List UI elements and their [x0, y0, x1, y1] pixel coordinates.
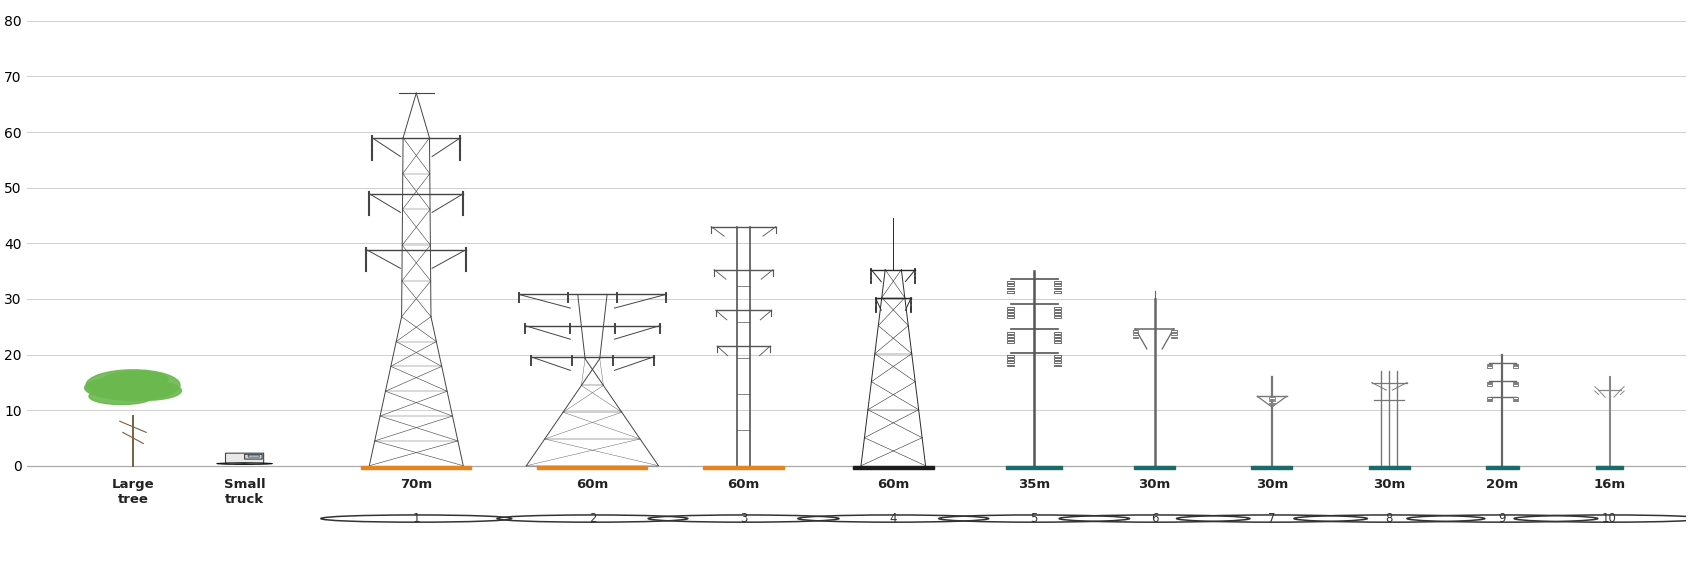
Bar — [1512, 397, 1517, 399]
Bar — [1368, 466, 1409, 469]
Bar — [1054, 291, 1061, 292]
Bar — [1007, 316, 1013, 318]
Bar — [1054, 332, 1061, 334]
Circle shape — [235, 463, 272, 465]
Text: 30m: 30m — [1255, 478, 1287, 491]
Text: Small
truck: Small truck — [223, 478, 265, 506]
Bar — [1054, 284, 1061, 286]
Bar — [1005, 466, 1061, 469]
Bar — [361, 466, 471, 469]
Bar — [1054, 365, 1061, 367]
Bar — [1250, 466, 1292, 469]
Ellipse shape — [86, 370, 181, 400]
Bar — [1054, 338, 1061, 340]
Text: 4: 4 — [888, 512, 897, 525]
Bar — [1132, 330, 1138, 332]
Text: 10: 10 — [1601, 512, 1616, 525]
Bar — [1054, 335, 1061, 337]
Text: 30m: 30m — [1138, 478, 1170, 491]
Text: 20m: 20m — [1485, 478, 1517, 491]
Ellipse shape — [90, 388, 154, 405]
Bar — [1007, 361, 1013, 364]
Bar — [1007, 359, 1013, 360]
FancyBboxPatch shape — [245, 454, 262, 459]
Bar — [537, 466, 647, 469]
Bar — [1512, 367, 1517, 368]
Ellipse shape — [84, 377, 167, 399]
Bar — [1007, 313, 1013, 315]
Bar — [1486, 400, 1491, 401]
Text: 6: 6 — [1150, 512, 1157, 525]
Bar — [1268, 397, 1274, 398]
Text: 35m: 35m — [1017, 478, 1049, 491]
Bar — [1007, 365, 1013, 367]
Bar — [1486, 382, 1491, 383]
Bar — [1132, 333, 1138, 335]
Bar — [1054, 355, 1061, 357]
Text: 60m: 60m — [726, 478, 760, 491]
Text: 9: 9 — [1498, 512, 1505, 525]
Bar — [1007, 332, 1013, 334]
Bar — [1133, 466, 1174, 469]
Bar — [853, 466, 932, 469]
Bar — [1054, 341, 1061, 343]
Bar — [1512, 364, 1517, 365]
Circle shape — [226, 463, 245, 464]
Bar — [703, 466, 784, 469]
Bar — [1596, 466, 1621, 469]
Bar — [1486, 364, 1491, 365]
FancyBboxPatch shape — [248, 455, 258, 457]
Text: 8: 8 — [1385, 512, 1392, 525]
Bar — [1054, 359, 1061, 360]
Circle shape — [245, 463, 262, 464]
Bar — [1054, 310, 1061, 312]
Bar — [1054, 313, 1061, 315]
Bar — [1054, 287, 1061, 290]
Bar — [1007, 310, 1013, 312]
Bar — [1007, 355, 1013, 357]
Bar — [1486, 384, 1491, 386]
Bar — [1007, 282, 1013, 283]
Text: 3: 3 — [740, 512, 747, 525]
Ellipse shape — [103, 371, 169, 388]
Bar — [1007, 307, 1013, 308]
Bar — [1054, 307, 1061, 308]
Bar — [1007, 341, 1013, 343]
Bar — [1007, 338, 1013, 340]
Text: 70m: 70m — [400, 478, 432, 491]
Bar — [1486, 367, 1491, 368]
Bar — [1007, 287, 1013, 290]
Ellipse shape — [108, 381, 181, 400]
Bar — [1170, 333, 1176, 335]
Text: 1: 1 — [412, 512, 421, 525]
Bar — [1512, 384, 1517, 386]
Text: 16m: 16m — [1593, 478, 1625, 491]
Text: 5: 5 — [1030, 512, 1037, 525]
Text: 7: 7 — [1267, 512, 1275, 525]
Circle shape — [216, 463, 255, 465]
Bar — [1007, 284, 1013, 286]
Bar — [1512, 400, 1517, 401]
FancyBboxPatch shape — [225, 453, 263, 463]
Bar — [1054, 361, 1061, 364]
Bar — [1268, 402, 1274, 404]
Bar — [1170, 337, 1176, 339]
Bar — [1054, 282, 1061, 283]
Bar — [1268, 400, 1274, 401]
Text: 2: 2 — [588, 512, 596, 525]
Bar — [1007, 291, 1013, 292]
Bar — [1054, 316, 1061, 318]
Bar — [1512, 382, 1517, 383]
Bar — [1007, 335, 1013, 337]
Bar — [1170, 330, 1176, 332]
Text: 60m: 60m — [877, 478, 909, 491]
Bar — [1485, 466, 1518, 469]
Text: 30m: 30m — [1373, 478, 1405, 491]
Bar — [1132, 337, 1138, 339]
Text: Large
tree: Large tree — [111, 478, 154, 506]
Bar — [1486, 397, 1491, 399]
Text: 60m: 60m — [576, 478, 608, 491]
